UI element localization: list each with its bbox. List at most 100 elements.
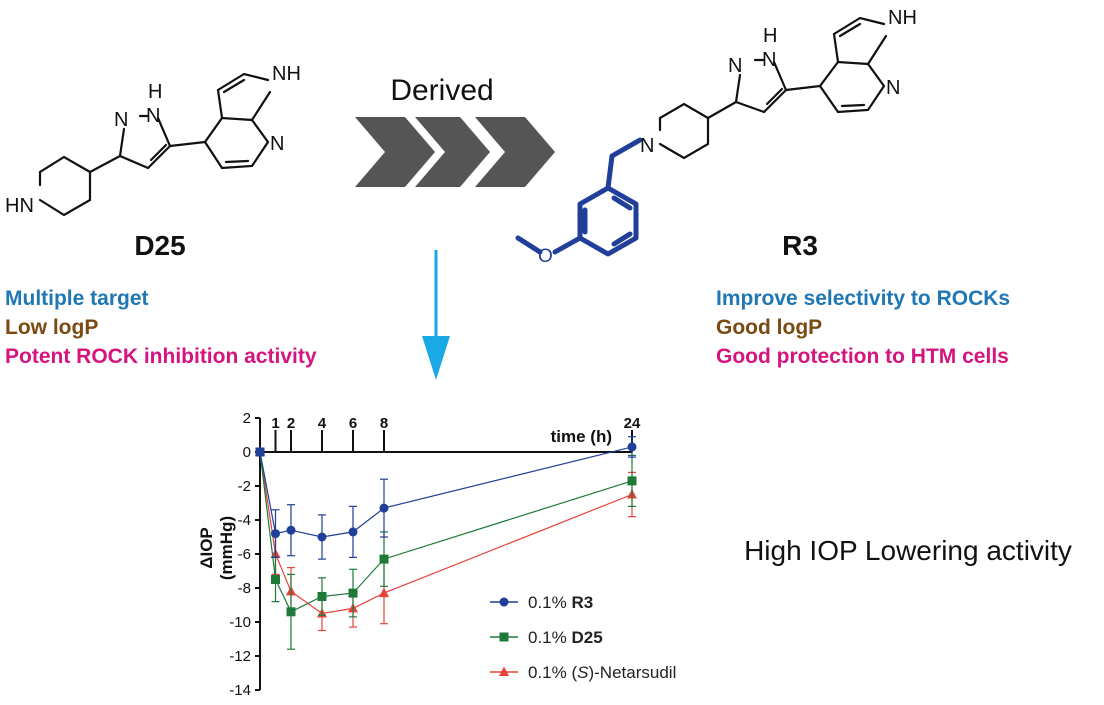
- r3-piperidine-bonds-top: [658, 102, 710, 132]
- r3-pyrazole-n2: N: [728, 55, 742, 77]
- d25-pyrazole-n2: N: [114, 109, 128, 131]
- r3-benzene-double: [611, 231, 633, 247]
- data-point: [255, 447, 265, 457]
- r3-o-ch3-bond: [515, 235, 543, 255]
- d25-piperidine-bonds-top: [38, 155, 92, 187]
- legend-label-prefix: 0.1%: [528, 628, 571, 647]
- r3-link-bond: [706, 100, 738, 120]
- r3-pyrazole-double: [765, 87, 784, 106]
- r3-link-bond2: [784, 84, 822, 92]
- r3-pyrazole-bond: [762, 88, 788, 114]
- d25-name: D25: [134, 230, 185, 261]
- r3-properties: Improve selectivity to ROCKs Good logP G…: [716, 284, 1010, 371]
- y-tick-label: -14: [229, 682, 251, 699]
- r3-c-o-bond: [552, 235, 583, 255]
- r3-ch2-aryl-bond: [605, 153, 615, 191]
- d25-pyrazole-bond: [118, 127, 126, 158]
- legend-label-prefix: 0.1% (: [528, 663, 577, 682]
- r3-pyrrole-double: [838, 22, 862, 38]
- data-point: [286, 607, 296, 617]
- r3-o-methoxy: O: [538, 246, 553, 267]
- iop-caption: High IOP Lowering activity: [744, 535, 1072, 566]
- legend-label-stereo: S: [577, 663, 589, 682]
- x-tick-label: 8: [380, 415, 388, 432]
- d25-property-rock-activity: Potent ROCK inhibition activity: [5, 345, 317, 368]
- r3-benzene-double: [611, 195, 633, 211]
- legend-entry: 0.1% R3: [490, 593, 593, 612]
- down-arrow: [422, 250, 450, 380]
- d25-nh-top: NH: [272, 63, 301, 85]
- data-point: [379, 503, 389, 513]
- d25-property-logp: Low logP: [5, 316, 99, 339]
- r3-n-ch2-bond: [609, 137, 643, 159]
- y-axis-label: ΔIOP: [197, 527, 216, 569]
- x-tick-label: 1: [271, 415, 279, 432]
- d25-structure: [38, 72, 272, 217]
- data-point: [271, 575, 280, 584]
- d25-property-multiple-target: Multiple target: [5, 287, 149, 310]
- r3-property-selectivity: Improve selectivity to ROCKs: [716, 287, 1011, 310]
- r3-ring-double: [840, 103, 866, 108]
- d25-n-pyridine: N: [270, 133, 284, 155]
- d25-pyrrole-ring: [216, 72, 270, 120]
- y-tick-label: -8: [238, 580, 251, 597]
- d25-pyrrole-bond: [250, 90, 272, 122]
- d25-pyrazole-double: [149, 143, 168, 162]
- legend-label: 0.1% D25: [528, 628, 603, 647]
- d25-pyrazole-n1: N: [146, 105, 160, 127]
- derived-label: Derived: [390, 74, 493, 107]
- r3-structure: [658, 16, 888, 160]
- r3-pyrrole-bond: [866, 34, 888, 66]
- d25-pyrazole-bond: [118, 154, 150, 170]
- legend-label: 0.1% (S)-Netarsudil: [528, 663, 676, 682]
- data-point: [286, 525, 296, 535]
- legend-label-compound: R3: [571, 593, 593, 612]
- legend-label-compound: D25: [571, 628, 602, 647]
- d25-pyrazole-bond: [156, 116, 172, 148]
- chevron-1: [355, 117, 435, 187]
- legend-entry: 0.1% D25: [490, 628, 603, 647]
- d25-pyrazole-h: H: [148, 81, 162, 103]
- data-point: [379, 554, 389, 564]
- d25-piperidine-bonds: [38, 170, 92, 217]
- r3-pyrazole-bond: [734, 100, 766, 114]
- derived-chevrons: [355, 117, 555, 187]
- r3-pyrrole-ring: [832, 16, 886, 64]
- r3-property-htm-protection: Good protection to HTM cells: [716, 345, 1009, 368]
- y-tick-label: -12: [229, 648, 251, 665]
- r3-pyrazole-bond: [772, 60, 788, 92]
- d25-pyrrole-double: [222, 78, 246, 94]
- legend-marker: [499, 632, 509, 642]
- series-0: [255, 436, 637, 560]
- r3-modification: [515, 137, 643, 257]
- legend-label-prefix: 0.1%: [528, 593, 571, 612]
- chevron-3: [475, 117, 555, 187]
- x-tick-label: 24: [624, 415, 641, 432]
- x-axis-label: time (h): [551, 427, 612, 446]
- r3-name: R3: [782, 230, 818, 261]
- data-point: [317, 532, 327, 542]
- data-point: [348, 588, 358, 598]
- data-point: [627, 442, 637, 452]
- y-tick-label: -2: [238, 478, 251, 495]
- y-tick-label: -4: [238, 512, 251, 529]
- r3-pyrazole-n1: N: [762, 49, 776, 71]
- r3-nh-top: NH: [888, 7, 917, 29]
- y-tick-label: -6: [238, 546, 251, 563]
- d25-link-bond: [88, 154, 122, 174]
- legend-marker: [499, 597, 509, 607]
- data-point: [317, 592, 327, 601]
- r3-property-logp: Good logP: [716, 316, 823, 339]
- r3-n-pyridine: N: [886, 77, 900, 99]
- x-tick-label: 2: [287, 415, 295, 432]
- d25-pyrazole-bond: [146, 144, 172, 170]
- x-tick-label: 6: [349, 415, 357, 432]
- r3-pyrazole-bond: [734, 73, 742, 104]
- data-point: [627, 476, 637, 486]
- legend-entry: 0.1% (S)-Netarsudil: [490, 663, 676, 682]
- r3-pyrazole-h: H: [763, 25, 777, 47]
- y-tick-label: 2: [243, 410, 251, 427]
- series-line: [259, 451, 633, 615]
- legend-marker: [499, 666, 509, 676]
